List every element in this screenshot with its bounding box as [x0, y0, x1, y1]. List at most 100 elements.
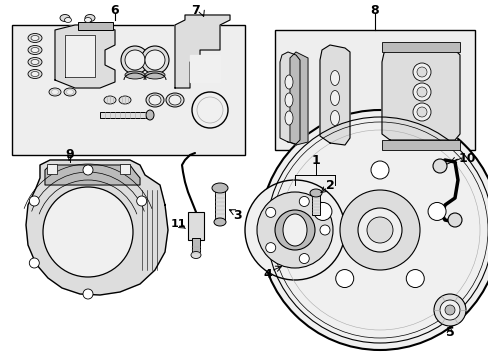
Ellipse shape	[191, 252, 201, 258]
Bar	[187, 212, 203, 240]
Bar	[119, 164, 129, 174]
Circle shape	[366, 217, 392, 243]
Ellipse shape	[31, 48, 39, 53]
Ellipse shape	[60, 14, 70, 22]
Polygon shape	[175, 15, 229, 88]
Ellipse shape	[64, 88, 76, 96]
Polygon shape	[381, 48, 459, 140]
Ellipse shape	[84, 18, 91, 23]
Circle shape	[121, 46, 149, 74]
Bar	[12, 25, 244, 155]
Bar	[100, 112, 150, 118]
Circle shape	[265, 207, 275, 217]
Ellipse shape	[149, 95, 161, 105]
Circle shape	[416, 87, 426, 97]
Bar	[274, 30, 474, 150]
Circle shape	[29, 196, 39, 206]
Ellipse shape	[165, 93, 183, 107]
Circle shape	[299, 253, 308, 264]
Circle shape	[444, 305, 454, 315]
Circle shape	[319, 225, 329, 235]
Text: 1: 1	[311, 153, 320, 166]
Ellipse shape	[146, 110, 154, 120]
Circle shape	[260, 110, 488, 350]
Ellipse shape	[169, 95, 181, 105]
Circle shape	[265, 243, 275, 253]
Ellipse shape	[214, 218, 225, 226]
Circle shape	[313, 202, 331, 220]
Ellipse shape	[51, 90, 59, 95]
Ellipse shape	[64, 18, 71, 23]
Text: 8: 8	[370, 4, 379, 17]
Ellipse shape	[85, 14, 95, 22]
Circle shape	[299, 197, 308, 207]
Ellipse shape	[330, 111, 339, 126]
Circle shape	[370, 161, 388, 179]
Bar	[381, 140, 459, 150]
Ellipse shape	[145, 71, 164, 79]
Ellipse shape	[119, 96, 131, 104]
Circle shape	[43, 187, 133, 277]
Text: 5: 5	[445, 325, 453, 338]
Circle shape	[137, 196, 146, 206]
Circle shape	[406, 270, 424, 288]
Circle shape	[447, 213, 461, 227]
Ellipse shape	[31, 36, 39, 41]
Bar	[311, 195, 319, 215]
Bar	[46, 164, 57, 174]
Circle shape	[412, 63, 430, 81]
Ellipse shape	[104, 96, 116, 104]
Polygon shape	[65, 35, 95, 77]
Circle shape	[83, 165, 93, 175]
Ellipse shape	[31, 59, 39, 64]
Polygon shape	[289, 52, 307, 145]
Text: 6: 6	[110, 4, 119, 17]
Ellipse shape	[146, 93, 163, 107]
Circle shape	[412, 83, 430, 101]
Circle shape	[244, 180, 345, 280]
Text: 7: 7	[190, 4, 199, 17]
Ellipse shape	[66, 90, 73, 95]
Text: 10: 10	[457, 152, 475, 165]
Circle shape	[257, 192, 332, 268]
Polygon shape	[55, 25, 115, 88]
Circle shape	[197, 97, 223, 123]
Ellipse shape	[330, 71, 339, 86]
Polygon shape	[26, 160, 168, 295]
Ellipse shape	[283, 214, 306, 246]
Circle shape	[339, 190, 419, 270]
Ellipse shape	[28, 45, 42, 54]
Ellipse shape	[285, 75, 292, 89]
Text: 3: 3	[232, 208, 241, 221]
Circle shape	[416, 67, 426, 77]
Bar	[381, 42, 459, 52]
Circle shape	[416, 107, 426, 117]
Circle shape	[141, 46, 169, 74]
Circle shape	[335, 270, 353, 288]
Text: 4: 4	[263, 267, 272, 280]
Circle shape	[145, 50, 164, 70]
Polygon shape	[280, 52, 299, 144]
Polygon shape	[190, 55, 220, 82]
Circle shape	[274, 210, 314, 250]
Ellipse shape	[125, 71, 145, 79]
Circle shape	[357, 208, 401, 252]
Bar	[215, 190, 224, 220]
Bar	[78, 22, 113, 30]
Circle shape	[432, 159, 446, 173]
Circle shape	[29, 258, 39, 268]
Circle shape	[83, 289, 93, 299]
Text: 9: 9	[65, 148, 74, 161]
Ellipse shape	[28, 58, 42, 67]
Circle shape	[412, 103, 430, 121]
Ellipse shape	[28, 33, 42, 42]
Text: 2: 2	[325, 179, 334, 192]
Circle shape	[439, 300, 459, 320]
Ellipse shape	[28, 69, 42, 78]
Polygon shape	[45, 165, 140, 185]
Ellipse shape	[285, 93, 292, 107]
Circle shape	[192, 92, 227, 128]
Circle shape	[427, 202, 445, 220]
Ellipse shape	[31, 72, 39, 77]
Text: 11: 11	[170, 219, 185, 229]
